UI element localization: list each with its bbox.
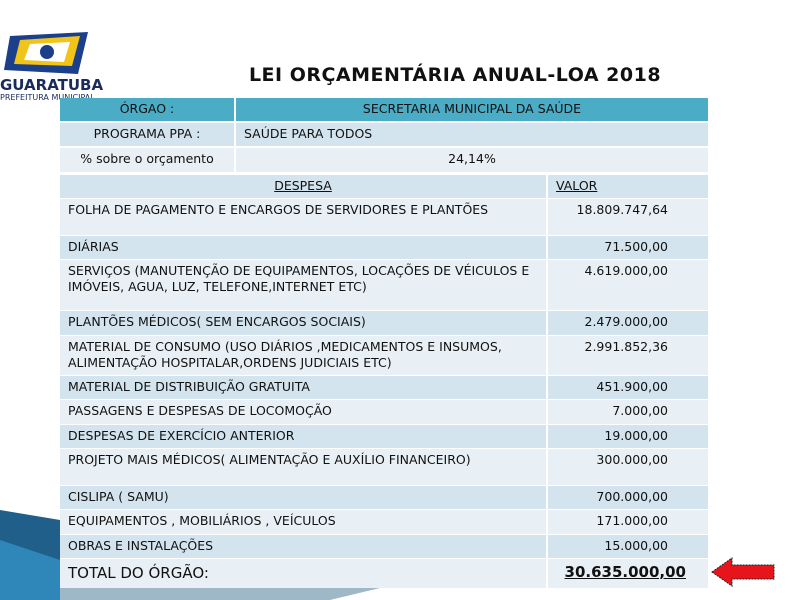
expense-value: 171.000,00 bbox=[548, 510, 708, 534]
logo-name: GUARATUBA bbox=[0, 76, 104, 94]
percent-value: 24,14% bbox=[236, 148, 708, 172]
expense-name: SERVIÇOS (MANUTENÇÃO DE EQUIPAMENTOS, LO… bbox=[60, 260, 546, 310]
percent-label: % sobre o orçamento bbox=[60, 148, 234, 172]
expense-value: 4.619.000,00 bbox=[548, 260, 708, 310]
expense-name: MATERIAL DE DISTRIBUIÇÃO GRATUITA bbox=[60, 376, 546, 399]
expense-name: DESPESAS DE EXERCÍCIO ANTERIOR bbox=[60, 425, 546, 448]
programa-value: SAÚDE PARA TODOS bbox=[236, 123, 708, 146]
expense-value: 15.000,00 bbox=[548, 535, 708, 558]
expense-name: PLANTÕES MÉDICOS( SEM ENCARGOS SOCIAIS) bbox=[60, 311, 546, 335]
total-value: 30.635.000,00 bbox=[548, 559, 708, 588]
decor-shape bbox=[0, 540, 60, 600]
expense-value: 2.479.000,00 bbox=[548, 311, 708, 335]
expense-value: 2.991.852,36 bbox=[548, 336, 708, 375]
column-header: VALOR bbox=[548, 175, 708, 198]
expense-value: 7.000,00 bbox=[548, 400, 708, 424]
expense-value: 700.000,00 bbox=[548, 486, 708, 509]
arrow bbox=[711, 557, 775, 587]
expense-name: OBRAS E INSTALAÇÕES bbox=[60, 535, 546, 558]
expense-name: PROJETO MAIS MÉDICOS( ALIMENTAÇÃO E AUXÍ… bbox=[60, 449, 546, 485]
table: ÓRGAO : SECRETARIA MUNICIPAL DA SAÚDE PR… bbox=[60, 98, 708, 588]
decor-shape bbox=[60, 588, 380, 600]
orgao-label: ÓRGAO : bbox=[60, 98, 234, 121]
expense-name: MATERIAL DE CONSUMO (USO DIÁRIOS ,MEDICA… bbox=[60, 336, 546, 375]
expense-name: EQUIPAMENTOS , MOBILIÁRIOS , VEÍCULOS bbox=[60, 510, 546, 534]
total-label: TOTAL DO ÓRGÃO: bbox=[60, 559, 546, 588]
expense-name: DIÁRIAS bbox=[60, 236, 546, 259]
expense-name: PASSAGENS E DESPESAS DE LOCOMOÇÃO bbox=[60, 400, 546, 424]
logo-subtitle: PREFEITURA MUNICIPAL bbox=[0, 93, 95, 102]
expense-value: 300.000,00 bbox=[548, 449, 708, 485]
expense-value: 18.809.747,64 bbox=[548, 199, 708, 235]
expense-name: FOLHA DE PAGAMENTO E ENCARGOS DE SERVIDO… bbox=[60, 199, 546, 235]
column-header: DESPESA bbox=[60, 175, 546, 198]
expense-name: CISLIPA ( SAMU) bbox=[60, 486, 546, 509]
expense-value: 19.000,00 bbox=[548, 425, 708, 448]
expense-value: 71.500,00 bbox=[548, 236, 708, 259]
title: LEI ORÇAMENTÁRIA ANUAL-LOA 2018 bbox=[248, 64, 662, 86]
programa-label: PROGRAMA PPA : bbox=[60, 123, 234, 146]
expense-value: 451.900,00 bbox=[548, 376, 708, 399]
logo bbox=[4, 32, 88, 74]
orgao-value: SECRETARIA MUNICIPAL DA SAÚDE bbox=[236, 98, 708, 121]
